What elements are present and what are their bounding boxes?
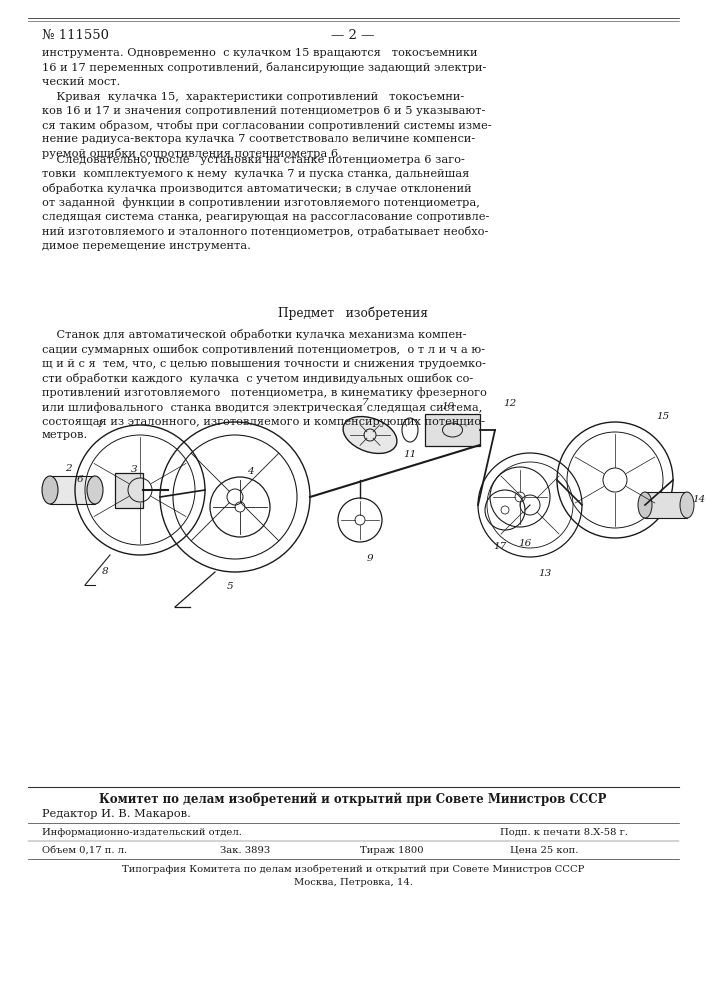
Ellipse shape [638, 492, 652, 518]
Bar [115, 473, 143, 508]
Text: Следовательно, после   установки на станке потенциометра 6 заго-
товки  комплект: Следовательно, после установки на станке… [42, 155, 489, 251]
Text: Москва, Петровка, 14.: Москва, Петровка, 14. [293, 878, 412, 887]
Text: 13: 13 [538, 569, 551, 578]
Text: 9: 9 [367, 554, 373, 563]
Bar [645, 492, 687, 518]
Bar [425, 414, 480, 446]
Text: 17: 17 [493, 542, 507, 551]
Text: Редактор И. В. Макаров.: Редактор И. В. Макаров. [42, 809, 191, 819]
Text: 16: 16 [518, 539, 532, 548]
Text: 6: 6 [76, 475, 83, 484]
Text: Комитет по делам изобретений и открытий при Совете Министров СССР: Комитет по делам изобретений и открытий … [99, 793, 607, 806]
Text: Кривая  кулачка 15,  характеристики сопротивлений   токосъемни-
ков 16 и 17 и зн: Кривая кулачка 15, характеристики сопрот… [42, 92, 491, 159]
Text: инструмента. Одновременно  с кулачком 15 вращаются   токосъемники
16 и 17 переме: инструмента. Одновременно с кулачком 15 … [42, 48, 486, 87]
Text: 15: 15 [656, 412, 670, 421]
Text: 7: 7 [362, 398, 368, 407]
Text: 2: 2 [64, 464, 71, 473]
Text: № 111550: № 111550 [42, 29, 109, 42]
Text: Предмет   изобретения: Предмет изобретения [278, 307, 428, 320]
Text: Подп. к печати 8.Х-58 г.: Подп. к печати 8.Х-58 г. [500, 828, 628, 837]
Ellipse shape [87, 476, 103, 504]
Text: 11: 11 [404, 450, 416, 459]
Text: 5: 5 [227, 582, 233, 591]
Text: — 2 —: — 2 — [332, 29, 375, 42]
Ellipse shape [680, 492, 694, 518]
Text: Информационно-издательский отдел.: Информационно-издательский отдел. [42, 828, 242, 837]
Text: 1: 1 [97, 420, 103, 429]
Text: 10: 10 [441, 402, 454, 411]
Text: Типография Комитета по делам изобретений и открытий при Совете Министров СССР: Типография Комитета по делам изобретений… [122, 865, 584, 874]
Text: 8: 8 [102, 567, 108, 576]
Text: 3: 3 [131, 464, 137, 474]
Ellipse shape [42, 476, 58, 504]
Text: 4: 4 [247, 467, 253, 476]
Text: 14: 14 [692, 495, 706, 504]
Text: Зак. 3893: Зак. 3893 [220, 846, 270, 855]
Ellipse shape [343, 417, 397, 453]
Text: Тираж 1800: Тираж 1800 [360, 846, 423, 855]
Text: Станок для автоматической обработки кулачка механизма компен-
сации суммарных ош: Станок для автоматической обработки кула… [42, 329, 487, 440]
Text: Объем 0,17 п. л.: Объем 0,17 п. л. [42, 846, 127, 855]
Bar [50, 476, 95, 504]
Text: Цена 25 коп.: Цена 25 коп. [510, 846, 578, 855]
Text: 12: 12 [503, 399, 517, 408]
